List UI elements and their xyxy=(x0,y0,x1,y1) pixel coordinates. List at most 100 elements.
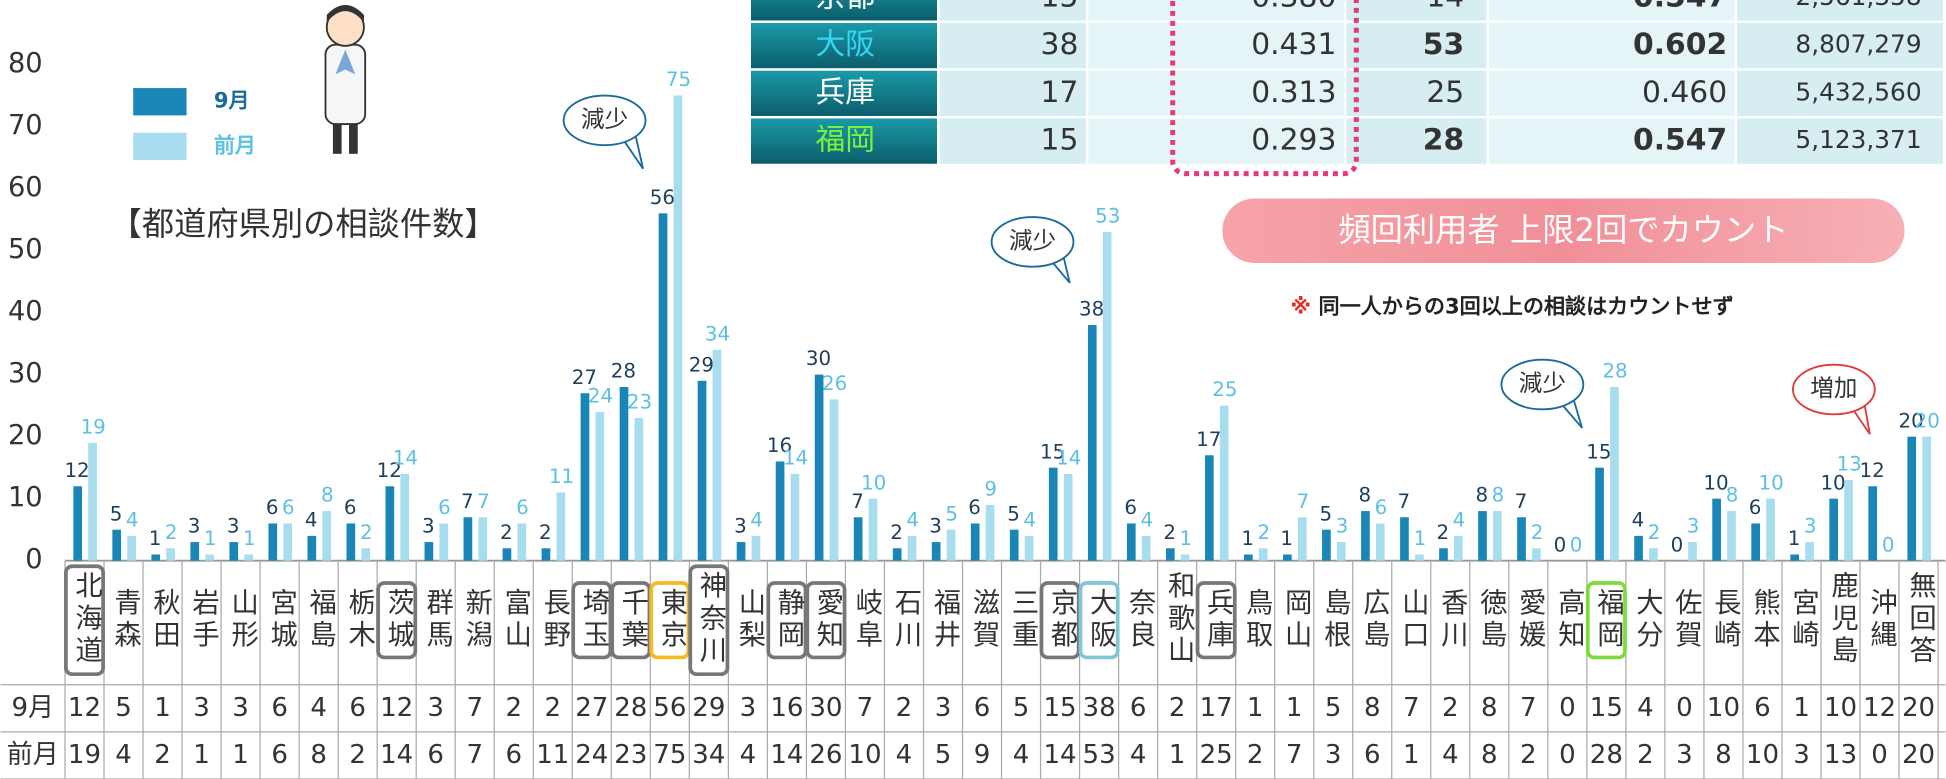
legend-swatch xyxy=(133,88,186,115)
table-text: 大阪 xyxy=(815,27,875,62)
table-value: 2 xyxy=(1520,740,1537,770)
bar xyxy=(1478,511,1487,561)
data-label: 3 xyxy=(188,515,201,538)
data-label: 53 xyxy=(1095,205,1120,228)
bar xyxy=(1244,554,1253,560)
bar xyxy=(635,418,644,561)
x-tick-label: 香川 xyxy=(1436,588,1469,652)
bar xyxy=(268,523,277,560)
x-tick-label: 岩手 xyxy=(187,588,220,652)
table-text: 0.547 xyxy=(1633,123,1727,158)
bar xyxy=(1454,536,1463,561)
bar xyxy=(112,530,121,561)
bar xyxy=(1142,536,1151,561)
data-label: 2 xyxy=(500,521,513,544)
table-value: 3 xyxy=(740,693,757,723)
table-value: 4 xyxy=(1130,740,1147,770)
table-value: 7 xyxy=(1403,693,1420,723)
table-value: 16 xyxy=(770,693,803,723)
bar xyxy=(478,517,487,560)
bar xyxy=(400,474,409,561)
x-tick-label: 山口 xyxy=(1397,588,1428,652)
table-text: 兵庫 xyxy=(815,75,875,110)
table-value: 34 xyxy=(692,740,725,770)
bar xyxy=(1790,554,1799,560)
bar xyxy=(1751,523,1760,560)
table-value: 5 xyxy=(935,740,952,770)
x-tick-label: 北海道 xyxy=(70,571,103,668)
bar xyxy=(1337,542,1346,561)
bar xyxy=(815,375,824,561)
data-label: 2 xyxy=(165,521,178,544)
bar xyxy=(1532,548,1541,560)
table-value: 6 xyxy=(271,740,288,770)
table-value: 3 xyxy=(935,693,952,723)
table-value: 1 xyxy=(1793,693,1810,723)
table-value: 7 xyxy=(466,740,483,770)
bar xyxy=(1517,517,1526,560)
data-label: 4 xyxy=(906,508,919,531)
bar xyxy=(166,548,175,560)
x-tick-label: 岡山 xyxy=(1280,588,1311,652)
x-tick-label: 愛知 xyxy=(811,588,844,652)
bar xyxy=(1649,548,1658,560)
table-value: 5 xyxy=(1013,693,1030,723)
table-value: 7 xyxy=(857,693,874,723)
table-text: 0.602 xyxy=(1633,27,1727,62)
annotation: 増加 xyxy=(1810,374,1857,402)
x-tick-label: 大分 xyxy=(1631,588,1663,652)
bar xyxy=(386,486,395,560)
table-value: 8 xyxy=(1364,693,1381,723)
table-text: 25 xyxy=(1426,75,1464,110)
y-tick-label: 70 xyxy=(8,110,43,141)
data-label: 19 xyxy=(81,415,106,438)
bar xyxy=(791,474,800,561)
bar xyxy=(1322,530,1331,561)
table-value: 5 xyxy=(115,693,132,723)
table-cell xyxy=(1346,0,1486,20)
x-tick-label: 沖縄 xyxy=(1865,588,1898,652)
table-text: 0.460 xyxy=(1642,75,1727,110)
data-label: 4 xyxy=(126,508,139,531)
data-label: 4 xyxy=(1632,508,1645,531)
table-value: 3 xyxy=(1325,740,1342,770)
table-value: 4 xyxy=(1442,740,1459,770)
table-value: 2 xyxy=(349,740,366,770)
table-value: 5 xyxy=(1325,693,1342,723)
data-label: 14 xyxy=(393,446,418,469)
y-tick-label: 30 xyxy=(8,358,43,389)
bar xyxy=(229,542,238,561)
bar xyxy=(971,523,980,560)
bar xyxy=(190,542,199,561)
x-tick-label: 無回答 xyxy=(1904,571,1936,668)
table-text: 京都 xyxy=(815,0,875,14)
x-tick-label: 高知 xyxy=(1553,588,1586,652)
x-tick-label: 秋田 xyxy=(148,588,181,652)
bar xyxy=(439,523,448,560)
data-label: 1 xyxy=(1180,527,1193,550)
bar xyxy=(596,412,605,561)
data-label: 2 xyxy=(539,521,552,544)
data-label: 1 xyxy=(149,527,162,550)
table-value: 28 xyxy=(1590,740,1623,770)
bar xyxy=(893,548,902,560)
x-tick-label: 石川 xyxy=(889,588,922,652)
data-label: 75 xyxy=(666,68,691,91)
bar xyxy=(698,381,707,561)
table-value: 2 xyxy=(154,740,171,770)
bar xyxy=(1205,455,1214,560)
data-label: 3 xyxy=(734,515,747,538)
bar xyxy=(1610,387,1619,561)
data-label: 15 xyxy=(1586,440,1611,463)
bar xyxy=(1361,511,1370,561)
x-tick-label: 山梨 xyxy=(733,588,766,652)
bar xyxy=(932,542,941,561)
bar xyxy=(1166,548,1175,560)
data-label: 10 xyxy=(861,471,886,494)
bar xyxy=(776,461,785,560)
data-label: 20 xyxy=(1915,409,1940,432)
annotation: 減少 xyxy=(581,105,628,133)
data-label: 4 xyxy=(1023,508,1036,531)
legend-swatch xyxy=(133,133,186,160)
table-value: 1 xyxy=(1247,693,1264,723)
